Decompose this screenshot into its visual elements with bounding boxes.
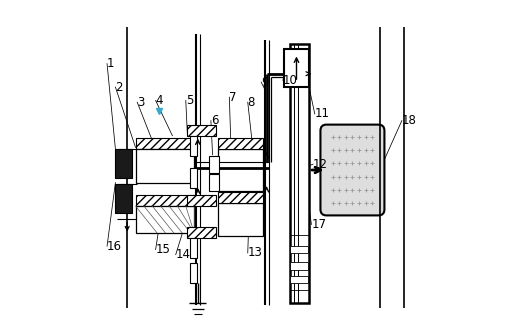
Text: 4: 4 [156, 94, 163, 107]
Text: 15: 15 [156, 243, 170, 256]
Text: 10: 10 [283, 74, 298, 87]
Bar [135, 206, 194, 233]
Bar [209, 174, 218, 191]
Text: 14: 14 [176, 248, 191, 261]
Text: 18: 18 [402, 114, 417, 127]
Bar [217, 149, 263, 191]
Bar [289, 44, 309, 303]
Text: 16: 16 [107, 240, 122, 253]
Text: 17: 17 [312, 218, 326, 231]
FancyBboxPatch shape [321, 125, 385, 215]
Text: 12: 12 [313, 158, 328, 171]
Bar [290, 262, 308, 270]
Bar [190, 238, 197, 258]
Bar [284, 49, 309, 87]
Bar [135, 195, 194, 206]
Text: 11: 11 [315, 108, 330, 120]
Bar [209, 156, 218, 173]
Bar [290, 276, 308, 283]
Text: 6: 6 [211, 114, 218, 127]
Text: 1: 1 [107, 57, 115, 70]
Bar [217, 192, 263, 203]
Text: 7: 7 [230, 91, 237, 104]
Bar [187, 195, 216, 206]
Text: 13: 13 [248, 247, 262, 259]
Text: 8: 8 [248, 96, 255, 109]
Bar [135, 138, 194, 149]
Bar [187, 125, 216, 136]
Bar [217, 203, 263, 236]
Text: 2: 2 [115, 81, 123, 93]
Bar [115, 184, 132, 213]
Text: 3: 3 [137, 96, 144, 109]
Bar [217, 138, 263, 149]
Text: 5: 5 [186, 94, 193, 107]
Bar [290, 246, 308, 253]
Text: 9: 9 [261, 76, 269, 88]
Bar [190, 263, 197, 283]
Bar [115, 149, 132, 178]
Bar [190, 168, 197, 188]
Bar [190, 136, 197, 156]
Bar [187, 227, 216, 238]
Bar [135, 149, 194, 183]
